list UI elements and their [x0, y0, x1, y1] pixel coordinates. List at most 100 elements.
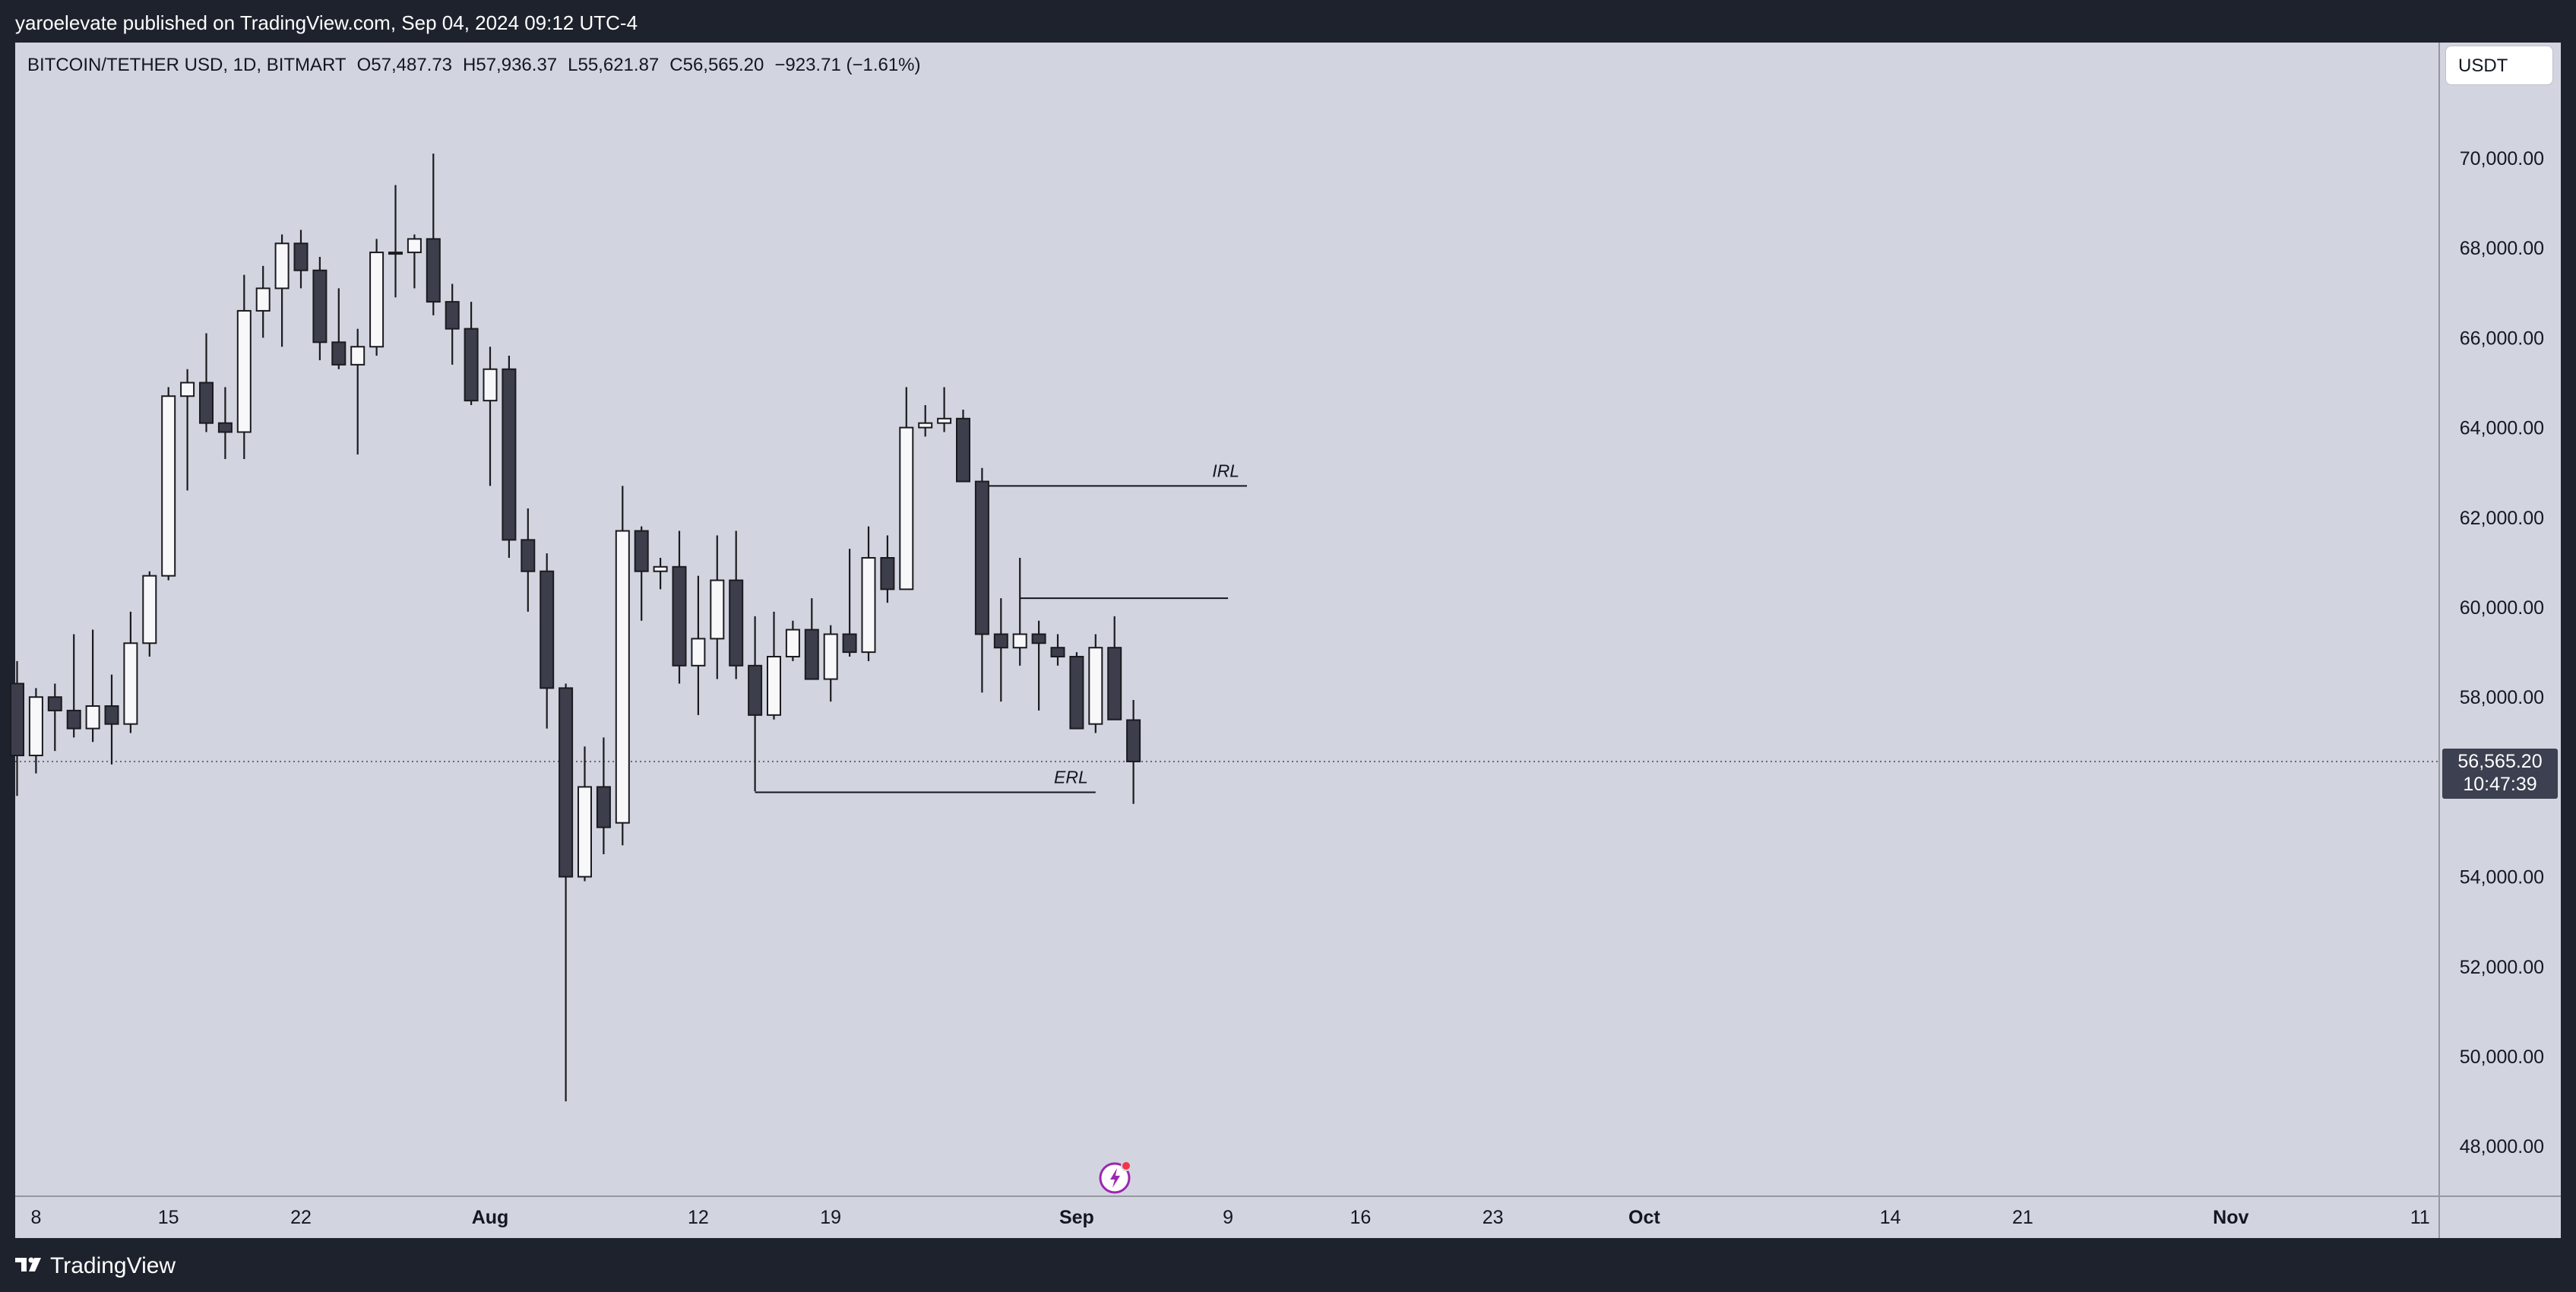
time-tick-label: 12	[688, 1207, 709, 1228]
footer-brand[interactable]: TradingView	[50, 1253, 176, 1278]
candle-body[interactable]	[596, 786, 611, 828]
price-tick-label: 50,000.00	[2460, 1047, 2544, 1068]
time-tick-label: 9	[1223, 1207, 1233, 1228]
last-price-label: 56,565.20	[2457, 751, 2542, 772]
price-tick-label: 58,000.00	[2460, 687, 2544, 708]
candle-body[interactable]	[767, 656, 781, 716]
candle-body[interactable]	[407, 238, 422, 254]
price-tick-label: 70,000.00	[2460, 148, 2544, 169]
candle-body[interactable]	[578, 786, 592, 878]
price-axis[interactable]	[2439, 43, 2561, 1238]
ohlc-open: O57,487.73	[356, 55, 453, 75]
candle-body[interactable]	[502, 368, 517, 541]
candle-body[interactable]	[653, 565, 668, 572]
candle-body[interactable]	[426, 238, 441, 303]
time-tick-label: 16	[1350, 1207, 1371, 1228]
candle-body[interactable]	[634, 530, 649, 572]
candle-body[interactable]	[748, 664, 763, 716]
candle-body[interactable]	[804, 629, 819, 680]
candle-body[interactable]	[274, 242, 290, 290]
currency-button[interactable]: USDT	[2445, 46, 2553, 85]
ohlc-high: H57,936.37	[463, 55, 558, 75]
candle-body[interactable]	[161, 395, 176, 577]
candle-body[interactable]	[918, 422, 933, 429]
candle-body[interactable]	[10, 682, 24, 757]
candle-body[interactable]	[142, 575, 157, 644]
candle-body[interactable]	[861, 556, 876, 654]
candle-body[interactable]	[521, 539, 536, 572]
candle-body[interactable]	[710, 579, 725, 640]
tradingview-logo-icon[interactable]	[15, 1255, 46, 1273]
symbol-name[interactable]: BITCOIN/TETHER USD, 1D, BITMART	[27, 55, 347, 75]
candle-body[interactable]	[483, 368, 498, 402]
time-tick-label: 14	[1880, 1207, 1901, 1228]
candle-body[interactable]	[1107, 647, 1122, 720]
candle-body[interactable]	[540, 570, 555, 689]
liquidity-level-label: ERL	[1054, 767, 1088, 787]
candle-body[interactable]	[350, 346, 366, 366]
candle-body[interactable]	[66, 709, 81, 730]
candle-body[interactable]	[559, 687, 574, 878]
candle-body[interactable]	[388, 252, 403, 255]
candle-body[interactable]	[312, 269, 328, 344]
price-tick-label: 64,000.00	[2460, 418, 2544, 439]
publish-header: yaroelevate published on TradingView.com…	[0, 0, 2576, 43]
candle-body[interactable]	[1088, 647, 1103, 725]
candle-body[interactable]	[691, 638, 706, 667]
time-tick-label: 19	[820, 1207, 841, 1228]
published-text: yaroelevate published on TradingView.com…	[15, 11, 638, 34]
time-axis[interactable]	[15, 1196, 2561, 1238]
ohlc-close: C56,565.20	[669, 55, 764, 75]
candle-body[interactable]	[445, 301, 460, 330]
candle-body[interactable]	[217, 422, 233, 433]
price-tick-label: 48,000.00	[2460, 1136, 2544, 1157]
ohlc-low: L55,621.87	[568, 55, 660, 75]
candle-body[interactable]	[974, 480, 989, 635]
candle-body[interactable]	[255, 287, 271, 312]
footer-bar: TradingView	[0, 1238, 2576, 1292]
price-tick-label: 66,000.00	[2460, 328, 2544, 349]
candle-body[interactable]	[823, 633, 838, 680]
candle-body[interactable]	[1126, 719, 1141, 763]
candle-body[interactable]	[880, 556, 895, 591]
liquidity-level-label: IRL	[1212, 461, 1239, 480]
candle-body[interactable]	[1012, 633, 1027, 649]
candle-body[interactable]	[672, 565, 687, 667]
candle-body[interactable]	[464, 328, 479, 402]
candle-body[interactable]	[1031, 633, 1046, 644]
candle-body[interactable]	[85, 705, 100, 730]
time-tick-label: Aug	[472, 1207, 509, 1228]
candle-body[interactable]	[180, 382, 195, 397]
bar-countdown-label: 10:47:39	[2463, 774, 2536, 795]
symbol-legend: BITCOIN/TETHER USD, 1D, BITMART O57,487.7…	[27, 50, 932, 81]
candle-body[interactable]	[785, 629, 800, 658]
candle-body[interactable]	[993, 633, 1008, 649]
candle-body[interactable]	[842, 633, 857, 654]
candle-body[interactable]	[1069, 656, 1084, 730]
price-tick-label: 52,000.00	[2460, 957, 2544, 978]
candle-body[interactable]	[937, 417, 952, 424]
candle-body[interactable]	[729, 579, 744, 667]
candle-body[interactable]	[956, 417, 970, 483]
candle-body[interactable]	[899, 426, 914, 591]
time-tick-label: 21	[2012, 1207, 2033, 1228]
candle-body[interactable]	[123, 642, 138, 725]
candle-body[interactable]	[369, 252, 385, 348]
price-tick-label: 60,000.00	[2460, 597, 2544, 619]
time-tick-label: Nov	[2213, 1207, 2248, 1228]
candle-body[interactable]	[199, 382, 214, 424]
ohlc-change: −923.71 (−1.61%)	[774, 55, 921, 75]
lightning-icon[interactable]	[1097, 1157, 1135, 1195]
candle-body[interactable]	[615, 530, 630, 824]
time-tick-label: Oct	[1628, 1207, 1660, 1228]
price-tick-label: 68,000.00	[2460, 238, 2544, 259]
candle-body[interactable]	[47, 696, 62, 711]
candle-body[interactable]	[28, 696, 43, 757]
time-tick-label: Sep	[1059, 1207, 1094, 1228]
candle-body[interactable]	[1050, 647, 1065, 658]
candle-body[interactable]	[236, 309, 252, 433]
candle-body[interactable]	[104, 705, 119, 725]
candle-body[interactable]	[293, 242, 309, 271]
candle-body[interactable]	[331, 341, 347, 366]
